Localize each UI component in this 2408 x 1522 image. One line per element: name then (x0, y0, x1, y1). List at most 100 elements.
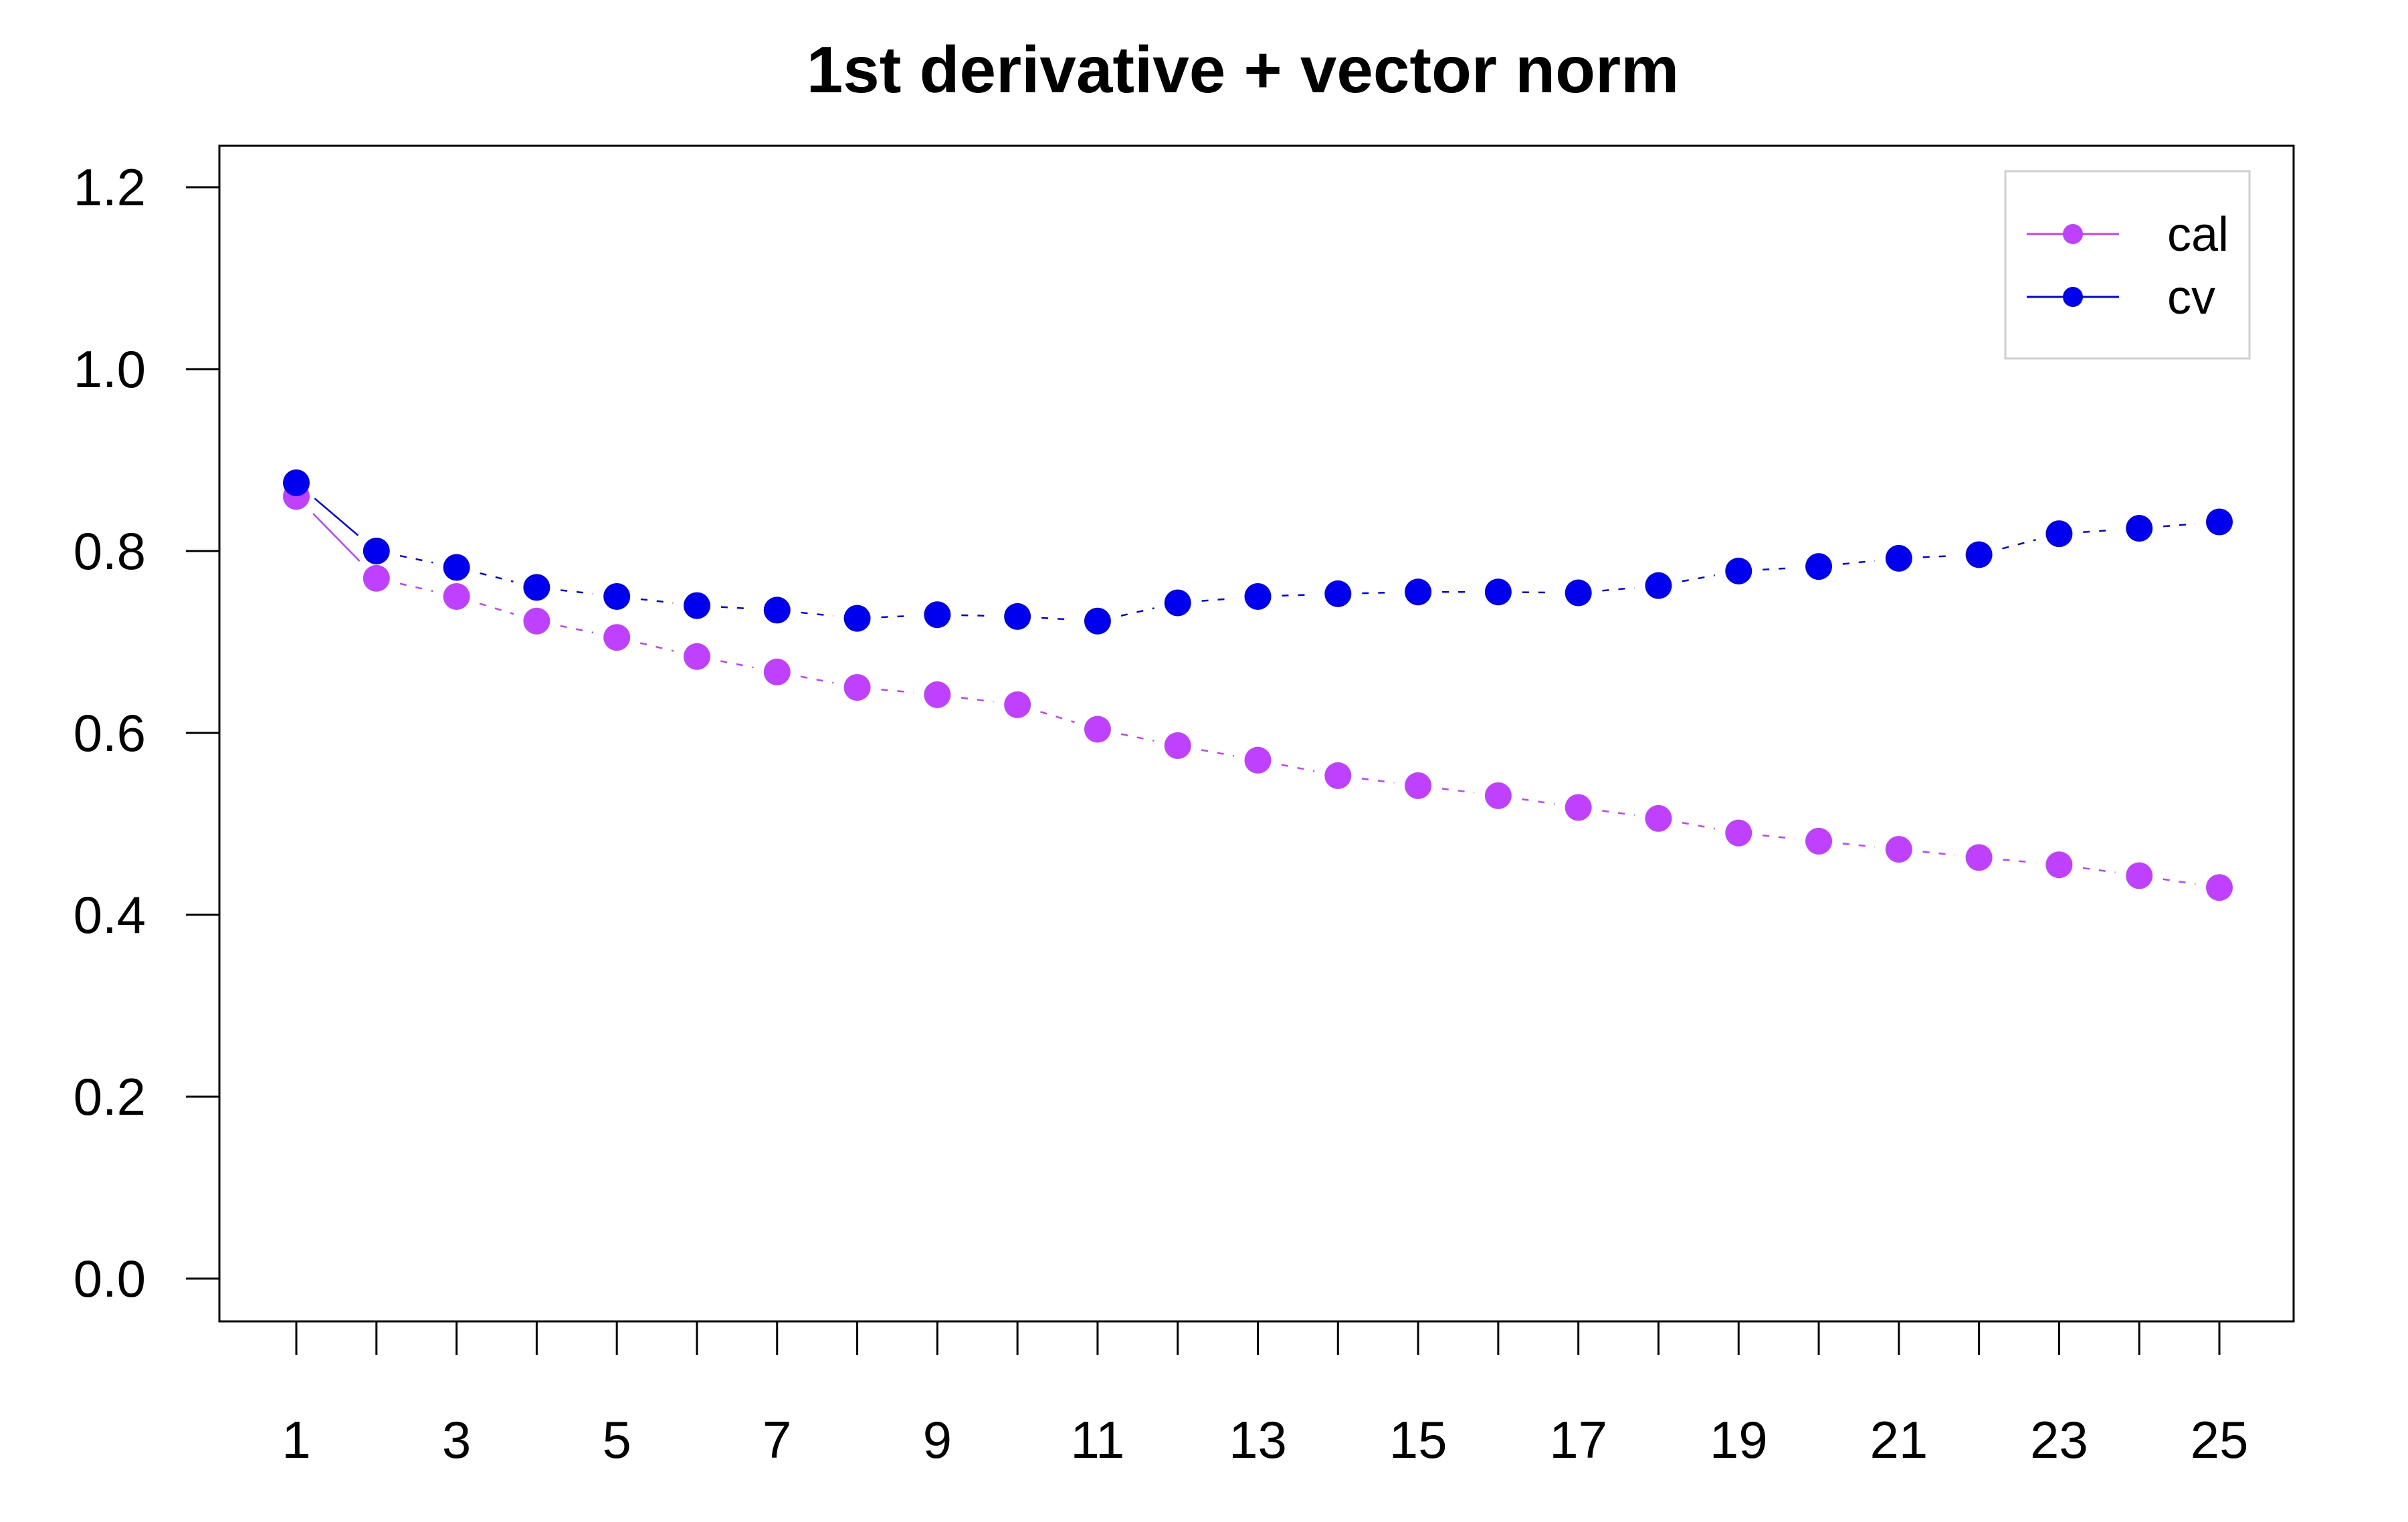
series-line-segment (1842, 843, 1876, 848)
series-line-segment (1040, 711, 1075, 724)
x-tick-label: 1 (282, 1410, 310, 1469)
x-tick-label: 9 (923, 1410, 952, 1469)
data-point (1405, 772, 1432, 799)
data-point (1885, 836, 1912, 863)
data-point (283, 469, 310, 496)
series-line-segment (1362, 591, 1395, 594)
series-line-segment (560, 625, 594, 634)
data-point (1965, 541, 1993, 568)
series-line-segment (1602, 810, 1635, 817)
x-tick-label: 5 (602, 1410, 631, 1469)
series-line-segment (640, 598, 674, 604)
data-point (523, 607, 550, 635)
series-line-segment (399, 554, 433, 564)
series-line-segment (1282, 593, 1314, 597)
data-point (1645, 572, 1672, 599)
x-axis: 1 3 5 7 9 11 13 15 17 19 21 23 25 (282, 1321, 2248, 1469)
series-line-segment (1922, 851, 1955, 856)
series-cal (283, 483, 2233, 901)
series-line-segment (2163, 878, 2196, 885)
series-cv (283, 469, 2233, 635)
series-line-segment (800, 675, 834, 684)
data-point (1084, 607, 1111, 635)
series-line-segment (1922, 554, 1955, 558)
x-tick-label: 23 (2030, 1410, 2088, 1469)
series-line-segment (1682, 822, 1716, 830)
y-tick-label: 0.2 (74, 1067, 146, 1126)
data-point (363, 564, 390, 592)
series-line-segment (1201, 597, 1234, 602)
data-point (443, 583, 470, 610)
legend-label: cv (2167, 271, 2215, 324)
series-line-segment (801, 611, 833, 617)
series-line-segment (480, 572, 514, 582)
series-line-segment (720, 606, 753, 610)
chart-title: 1st derivative + vector norm (807, 33, 1680, 106)
y-tick-label: 0.4 (74, 885, 146, 944)
series-line-segment (881, 615, 914, 619)
series-line-segment (312, 513, 361, 562)
data-point (443, 554, 470, 581)
series-line-segment (2082, 867, 2116, 873)
series-line-segment (1682, 574, 1716, 582)
data-point (1565, 579, 1592, 607)
data-point (363, 538, 390, 564)
x-tick-label: 13 (1229, 1410, 1287, 1469)
x-tick-label: 25 (2191, 1410, 2249, 1469)
series-line-segment (720, 660, 754, 669)
y-tick-label: 1.2 (74, 158, 146, 217)
data-point (763, 596, 791, 624)
data-point (1885, 544, 1912, 572)
data-point (603, 583, 631, 610)
data-point (1805, 827, 1833, 855)
series-line-segment (479, 603, 514, 615)
series-line-segment (399, 582, 433, 592)
series-line-segment (1281, 764, 1315, 772)
data-point (2206, 508, 2233, 536)
data-point (1244, 583, 1272, 610)
series-line-segment (2163, 523, 2196, 528)
series-line-segment (1041, 617, 1074, 621)
data-point (843, 605, 871, 632)
data-point (2045, 520, 2073, 548)
data-point (1244, 746, 1272, 774)
data-point (1725, 819, 1752, 847)
plot-frame (218, 144, 2295, 1323)
data-point (1484, 578, 1512, 606)
x-tick-label: 19 (1710, 1410, 1768, 1469)
series-line-segment (961, 697, 994, 703)
x-tick-label: 11 (1070, 1410, 1124, 1469)
data-point (2045, 851, 2073, 879)
data-point (763, 658, 791, 685)
data-point (603, 624, 631, 651)
legend-marker (2063, 287, 2083, 307)
legend: cal cv (2004, 170, 2251, 360)
series-line-segment (561, 589, 593, 595)
series-line-segment (1120, 607, 1155, 617)
series-line-segment (2003, 859, 2035, 864)
series-line-segment (1522, 591, 1554, 594)
data-point (924, 681, 951, 708)
y-tick-label: 1.0 (74, 340, 146, 399)
data-point (1965, 844, 1993, 871)
y-tick-label: 0.6 (74, 703, 146, 762)
y-tick-label: 0.8 (74, 522, 146, 580)
series-line-segment (1441, 788, 1475, 794)
data-point (2126, 515, 2153, 542)
legend-box (2004, 170, 2251, 360)
series-line-segment (1763, 566, 1795, 571)
x-tick-label: 17 (1549, 1410, 1607, 1469)
series-line-segment (2083, 529, 2116, 533)
data-point (1324, 762, 1352, 789)
series-line-segment (1762, 835, 1795, 840)
data-point (1805, 553, 1833, 580)
data-point (2206, 874, 2233, 901)
legend-label: cal (2167, 208, 2229, 261)
data-point (1324, 580, 1352, 607)
series-line-segment (314, 498, 359, 536)
data-point (924, 601, 951, 629)
x-tick-label: 3 (442, 1410, 471, 1469)
data-point (1004, 691, 1031, 718)
series-line-segment (1842, 560, 1876, 565)
